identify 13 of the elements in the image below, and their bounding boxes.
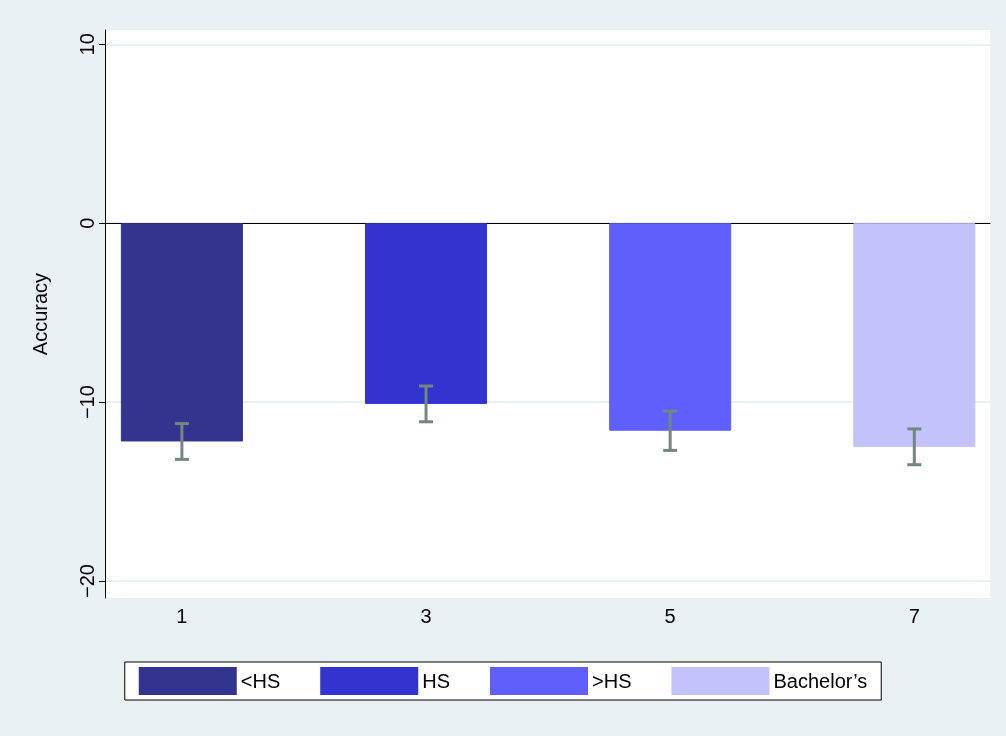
- y-tick-label: 10: [76, 33, 98, 56]
- x-tick-label: 1: [176, 605, 188, 627]
- y-tick-label: −20: [76, 564, 98, 598]
- x-tick-label: 7: [908, 605, 920, 627]
- legend-label: Bachelor’s: [773, 670, 868, 692]
- legend-label: >HS: [592, 670, 632, 692]
- x-tick-label: 3: [420, 605, 432, 627]
- y-tick-label: −10: [76, 385, 98, 420]
- y-axis-title: Accuracy: [29, 272, 51, 356]
- y-tick-label: 0: [76, 217, 98, 229]
- x-tick-label: 5: [664, 605, 676, 627]
- legend-label: <HS: [240, 670, 281, 692]
- legend-label: HS: [422, 670, 451, 692]
